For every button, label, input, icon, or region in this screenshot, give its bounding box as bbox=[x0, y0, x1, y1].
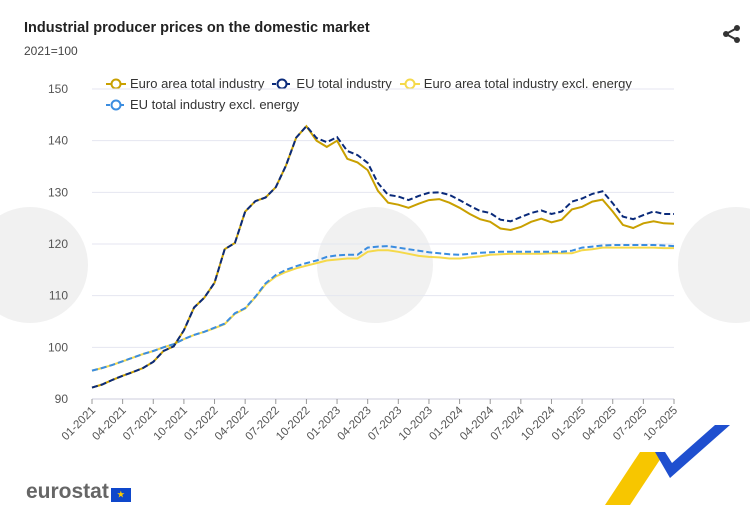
eurostat-logo: eurostat ★ bbox=[26, 480, 131, 504]
chart-subtitle: 2021=100 bbox=[24, 44, 78, 58]
x-tick-label: 04-2021 bbox=[90, 405, 128, 443]
y-tick-label: 120 bbox=[48, 237, 68, 251]
series-line-2[interactable] bbox=[91, 246, 674, 372]
x-tick-label: 07-2025 bbox=[611, 405, 649, 443]
x-tick-label: 04-2025 bbox=[581, 405, 619, 443]
logo-text: eurostat bbox=[26, 480, 109, 503]
legend-marker-icon bbox=[106, 99, 126, 111]
watermark bbox=[0, 207, 750, 323]
x-tick-label: 10-2024 bbox=[519, 404, 558, 443]
x-tick-label: 10-2022 bbox=[274, 405, 312, 443]
x-tick-label: 07-2023 bbox=[366, 405, 404, 443]
brand-mark-icon bbox=[605, 425, 730, 505]
share-icon[interactable] bbox=[722, 24, 742, 49]
y-tick-label: 150 bbox=[48, 82, 68, 96]
x-tick-label: 01-2023 bbox=[305, 405, 343, 443]
x-tick-label: 07-2022 bbox=[244, 405, 282, 443]
legend-label: EU total industry bbox=[296, 76, 392, 91]
x-tick-label: 07-2024 bbox=[489, 404, 528, 443]
chart-title: Industrial producer prices on the domest… bbox=[24, 20, 370, 36]
y-tick-label: 110 bbox=[49, 289, 68, 303]
series-line-0[interactable] bbox=[91, 124, 675, 389]
y-tick-label: 130 bbox=[48, 185, 68, 199]
x-tick-label: 10-2025 bbox=[642, 405, 680, 443]
x-tick-label: 10-2023 bbox=[397, 405, 435, 443]
y-tick-label: 90 bbox=[55, 392, 69, 406]
legend-marker-icon bbox=[106, 78, 126, 90]
legend-item[interactable]: EU total industry bbox=[272, 73, 392, 94]
legend-marker-icon bbox=[399, 78, 420, 90]
x-tick-label: 04-2023 bbox=[335, 405, 373, 443]
x-tick-label: 01-2025 bbox=[550, 405, 588, 443]
legend-item[interactable]: EU total industry excl. energy bbox=[106, 94, 299, 115]
series-line-1[interactable] bbox=[91, 124, 674, 389]
y-tick-label: 140 bbox=[48, 134, 68, 148]
x-tick-label: 07-2021 bbox=[121, 405, 159, 443]
x-tick-label: 04-2022 bbox=[213, 405, 251, 443]
legend-item[interactable]: Euro area total industry bbox=[106, 73, 264, 94]
x-tick-label: 01-2022 bbox=[182, 405, 220, 443]
legend-label: Euro area total industry excl. energy bbox=[423, 76, 632, 91]
y-tick-label: 100 bbox=[48, 340, 68, 354]
legend: Euro area total industry EU total industr… bbox=[106, 73, 686, 115]
series-line-3[interactable] bbox=[91, 244, 675, 372]
x-tick-label: 04-2024 bbox=[458, 404, 497, 443]
legend-label: EU total industry excl. energy bbox=[130, 97, 300, 112]
x-tick-label: 10-2021 bbox=[152, 405, 190, 443]
legend-marker-icon bbox=[272, 78, 293, 90]
legend-label: Euro area total industry bbox=[130, 76, 265, 91]
legend-item[interactable]: Euro area total industry excl. energy bbox=[399, 73, 632, 94]
x-tick-label: 01-2021 bbox=[60, 405, 98, 443]
x-tick-label: 01-2024 bbox=[427, 404, 466, 443]
eu-flag-icon: ★ bbox=[110, 488, 131, 502]
